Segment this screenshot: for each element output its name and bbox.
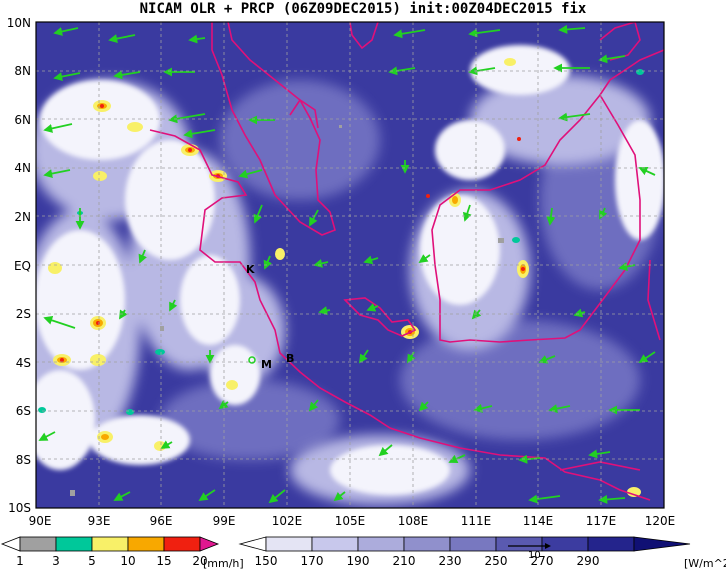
olr-unit: [W/m^2]: [684, 557, 726, 570]
precip-legend: 1 3 5 10 15 20 [mm/h]: [0, 536, 244, 570]
lon-label: 90E: [29, 514, 52, 528]
vector-reference-arrowhead: [545, 543, 551, 549]
lat-label: 4S: [16, 356, 31, 370]
olr-legend-cell: [403, 536, 451, 552]
olr-legend-cell: [633, 536, 691, 552]
lat-label: EQ: [14, 259, 31, 273]
olr-legend-cell: [357, 536, 405, 552]
lon-label: 114E: [523, 514, 554, 528]
precip-tick: 5: [88, 554, 96, 568]
lon-label: 111E: [461, 514, 492, 528]
vector-reference-value: 10: [528, 550, 541, 561]
lon-label: 102E: [272, 514, 303, 528]
lat-label: 10N: [7, 16, 31, 30]
olr-tick: 230: [439, 554, 462, 568]
lat-label: 6N: [14, 113, 31, 127]
precip-legend-cell: [163, 536, 201, 552]
lat-label: 2S: [16, 307, 31, 321]
place-mark-b: B: [286, 352, 294, 365]
precip-tick: 10: [120, 554, 135, 568]
plot-frame: [35, 21, 665, 509]
olr-tick: 150: [255, 554, 278, 568]
lon-label: 117E: [586, 514, 617, 528]
precip-tick: 1: [16, 554, 24, 568]
gridlines: [36, 22, 664, 508]
olr-legend-cell: [238, 536, 267, 552]
olr-tick: 290: [577, 554, 600, 568]
longitude-labels: 90E 93E 96E 99E 102E 105E 108E 111E 114E…: [29, 514, 676, 528]
lon-label: 96E: [150, 514, 173, 528]
olr-tick: 170: [301, 554, 324, 568]
place-mark-k: K: [246, 263, 255, 276]
precip-legend-cell: [127, 536, 165, 552]
olr-tick: 270: [531, 554, 554, 568]
olr-legend: 10 150 170 190 210 230 250 270 290 [W/m^…: [238, 536, 726, 570]
precip-unit: [mm/h]: [203, 557, 244, 570]
precip-tick: 15: [156, 554, 171, 568]
lon-label: 93E: [88, 514, 111, 528]
lon-label: 99E: [213, 514, 236, 528]
precip-legend-cell: [55, 536, 93, 552]
olr-legend-cell: [449, 536, 497, 552]
map-title: NICAM OLR + PRCP (06Z09DEC2015) init:00Z…: [139, 1, 587, 17]
lat-label: 8N: [14, 64, 31, 78]
olr-tick: 210: [393, 554, 416, 568]
latitude-labels: 10N 8N 6N 4N 2N EQ 2S 4S 6S 8S 10S: [7, 16, 31, 515]
olr-legend-cell: [265, 536, 313, 552]
lat-label: 8S: [16, 453, 31, 467]
place-marks: K M B: [246, 263, 294, 371]
lon-label: 120E: [645, 514, 676, 528]
olr-legend-cell: [311, 536, 359, 552]
precip-legend-cell: [91, 536, 129, 552]
lat-label: 2N: [14, 210, 31, 224]
olr-tick: 250: [485, 554, 508, 568]
precip-legend-cell: [0, 536, 21, 552]
lat-label: 6S: [16, 404, 31, 418]
precip-legend-cell: [199, 536, 220, 552]
place-mark-m: M: [261, 358, 272, 371]
lon-label: 105E: [335, 514, 366, 528]
olr-tick: 190: [347, 554, 370, 568]
precip-legend-cell: [19, 536, 57, 552]
lat-label: 10S: [8, 501, 31, 515]
precip-tick: 3: [52, 554, 60, 568]
precip-tick: 20: [192, 554, 207, 568]
lon-label: 108E: [398, 514, 429, 528]
lat-label: 4N: [14, 161, 31, 175]
olr-legend-cell: [495, 536, 543, 552]
olr-legend-cell: [541, 536, 589, 552]
olr-legend-cell: [587, 536, 635, 552]
